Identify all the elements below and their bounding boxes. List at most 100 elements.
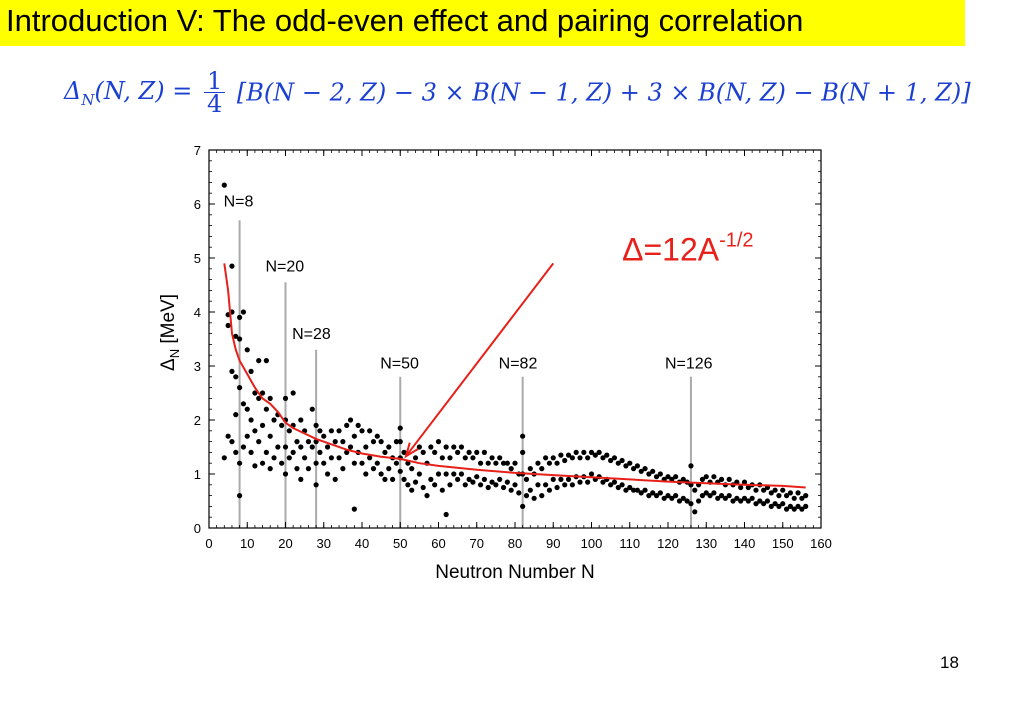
data-point	[393, 460, 400, 466]
magic-number-label: N=20	[266, 259, 305, 276]
data-point	[642, 466, 648, 472]
data-point	[516, 490, 522, 496]
data-point	[340, 439, 346, 445]
data-point	[627, 460, 633, 466]
data-point	[412, 479, 419, 485]
data-point	[409, 487, 415, 493]
data-point	[305, 439, 312, 445]
data-point	[734, 479, 740, 485]
data-point	[397, 439, 403, 445]
data-point	[359, 428, 365, 434]
data-point	[638, 468, 644, 474]
data-point	[688, 463, 694, 469]
data-point	[443, 444, 449, 450]
data-point	[715, 495, 721, 501]
fit-label-main: Δ=12A	[622, 232, 720, 268]
data-point	[588, 471, 595, 477]
data-point	[259, 460, 266, 466]
data-point	[393, 439, 400, 445]
data-point	[439, 455, 445, 461]
data-point	[286, 455, 292, 461]
data-point	[657, 471, 663, 477]
y-tick-label: 4	[194, 305, 201, 320]
x-tick-label: 130	[695, 536, 717, 551]
data-point	[221, 455, 227, 461]
data-point	[477, 460, 484, 466]
data-point	[313, 422, 319, 428]
data-point	[527, 466, 533, 472]
data-point	[428, 476, 434, 482]
data-point	[344, 449, 350, 455]
data-point	[795, 490, 801, 496]
data-point	[741, 495, 748, 501]
data-point	[799, 495, 805, 501]
data-point	[558, 452, 564, 458]
data-point	[432, 482, 438, 488]
data-point	[397, 425, 403, 431]
data-point	[298, 417, 304, 423]
data-point	[738, 484, 744, 491]
data-point	[244, 433, 250, 439]
data-point	[558, 476, 564, 482]
data-point	[688, 501, 694, 507]
data-point	[791, 495, 797, 501]
data-point	[466, 449, 472, 455]
data-point	[367, 428, 373, 434]
formula-fraction: 1 4	[203, 69, 226, 116]
data-point	[240, 401, 247, 407]
data-point	[275, 444, 281, 450]
data-point	[539, 493, 545, 499]
data-point	[543, 455, 549, 461]
data-point	[653, 474, 660, 480]
data-point	[776, 493, 782, 499]
data-point	[646, 493, 652, 499]
data-point	[630, 466, 637, 472]
formula-numerator: 1	[203, 69, 226, 93]
magic-number-label: N=82	[499, 356, 538, 373]
data-point	[630, 487, 637, 493]
x-tick-label: 20	[278, 536, 292, 551]
data-point	[382, 476, 388, 482]
data-point	[263, 406, 269, 412]
data-point	[259, 422, 266, 428]
x-tick-label: 90	[546, 536, 560, 551]
x-tick-label: 140	[734, 536, 756, 551]
y-tick-label: 3	[194, 359, 201, 374]
data-point	[321, 433, 327, 439]
data-point	[309, 444, 315, 450]
x-tick-label: 110	[619, 536, 640, 551]
data-point	[248, 368, 254, 374]
data-point	[696, 498, 702, 504]
data-point	[718, 476, 725, 482]
data-point	[803, 493, 809, 499]
y-tick-label: 0	[194, 521, 201, 536]
formula-subscript: N	[81, 90, 95, 109]
data-point	[657, 490, 663, 496]
data-point	[768, 503, 774, 509]
data-point	[344, 422, 350, 428]
x-tick-label: 160	[810, 536, 832, 551]
data-point	[546, 460, 553, 466]
data-point	[462, 455, 468, 461]
data-point	[340, 466, 346, 472]
title-bar: Introduction V: The odd-even effect and …	[0, 0, 965, 46]
data-point	[474, 474, 480, 480]
data-point	[738, 498, 744, 504]
data-point	[669, 476, 675, 482]
data-point	[286, 428, 292, 434]
data-point	[355, 422, 361, 428]
x-tick-label: 0	[205, 536, 212, 551]
page-number: 18	[940, 653, 959, 672]
x-tick-label: 60	[431, 536, 445, 551]
data-point	[367, 455, 373, 461]
data-point	[455, 476, 461, 482]
slide-title: Introduction V: The odd-even effect and …	[6, 3, 804, 38]
data-point	[489, 455, 495, 461]
data-point	[608, 482, 614, 488]
data-point	[328, 428, 334, 434]
data-point	[290, 390, 296, 396]
data-point	[745, 484, 751, 491]
data-point	[363, 444, 369, 450]
data-point	[780, 501, 786, 507]
data-point	[673, 493, 679, 499]
